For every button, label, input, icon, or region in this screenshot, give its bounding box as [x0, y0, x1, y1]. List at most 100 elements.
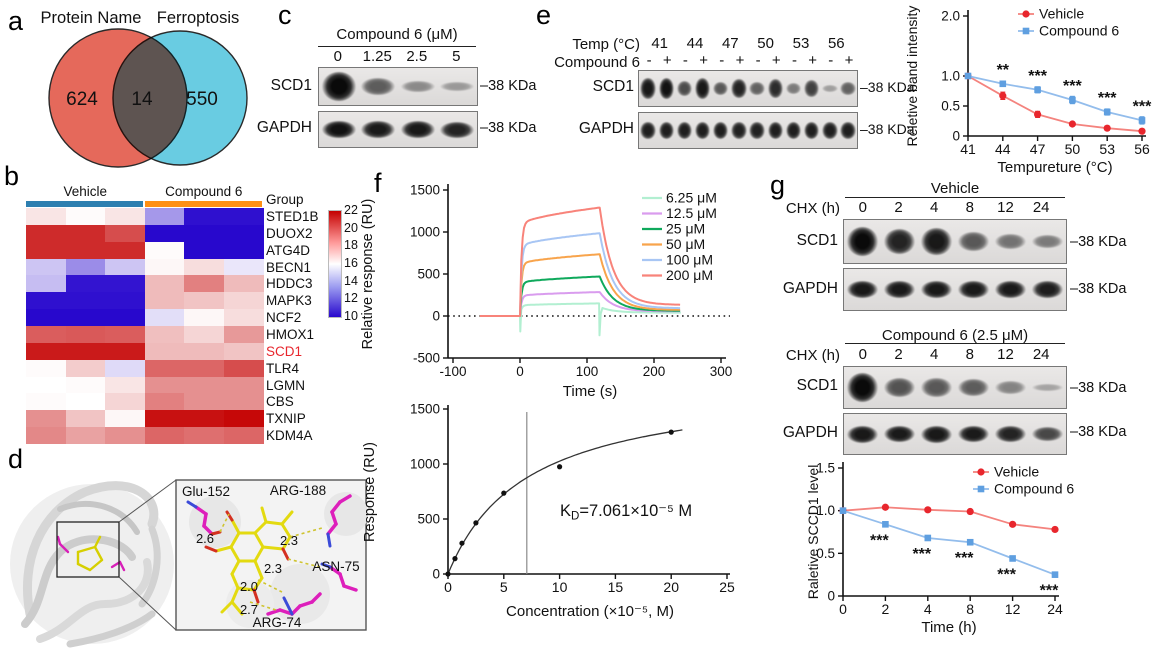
blot-g2-gapdh [843, 413, 1067, 455]
distance-label: 2.0 [240, 579, 258, 594]
heatmap-cell [184, 292, 224, 310]
heatmap-cell [184, 309, 224, 327]
heatmap-cell [223, 208, 264, 226]
lane-label: - [828, 52, 834, 69]
heatmap-cell [26, 241, 66, 260]
protein-ribbon [66, 610, 156, 648]
heatmap-cell [65, 376, 106, 394]
blot-lane [748, 113, 766, 148]
legend-label: 25 μM [666, 221, 705, 237]
lane-label: 0 [858, 346, 867, 363]
ligand-stick [260, 506, 268, 524]
blot-band [767, 121, 783, 140]
blot-lane [918, 414, 955, 454]
blot-lane [730, 71, 748, 106]
panel-label-a: a [8, 6, 24, 36]
selection-box [56, 521, 120, 578]
heatmap-cell [26, 342, 66, 361]
blot-band [803, 121, 820, 140]
significance-star: *** [912, 546, 931, 563]
y-tick-label: 0 [827, 589, 835, 604]
blot-band [994, 234, 1027, 249]
blot-band [731, 122, 747, 139]
significance-star: *** [870, 532, 889, 549]
heatmap-cell [144, 275, 185, 293]
heatmap-gene-label: STED1B [266, 209, 319, 224]
stick [118, 560, 126, 572]
blot-band [749, 122, 765, 139]
x-tick-label: 50 [1065, 141, 1081, 157]
y-tick-label: 1.5 [816, 461, 835, 476]
blot-lane [784, 71, 802, 106]
x-tick-label: 25 [719, 579, 735, 595]
data-point [999, 92, 1007, 100]
blot-band [920, 378, 953, 397]
ligand-stick [230, 559, 241, 576]
residue-stick [330, 510, 338, 526]
blot-band [785, 83, 802, 94]
blot-e-temp-row: 41 44 47 50 53 56 [642, 35, 854, 52]
blot-g1-underline [845, 182, 1065, 198]
ligand-stick [230, 572, 240, 590]
heatmap-cell [223, 224, 264, 243]
x-tick-label: 41 [960, 141, 976, 157]
blot-band [822, 85, 838, 92]
ligand-stick [252, 576, 264, 592]
heatmap-cell [105, 427, 145, 445]
blot-g1-time-row: 0 2 4 8 12 24 [845, 199, 1059, 216]
y-tick-label: 1500 [410, 402, 440, 417]
residue-stick [328, 565, 342, 576]
x-tick-label: -100 [439, 364, 466, 379]
heatmap-gene-label: LGMN [266, 377, 306, 393]
y-tick-label: 0 [432, 567, 440, 582]
blot-lane [821, 71, 839, 106]
panel-label-f: f [374, 168, 382, 198]
blot-band [676, 121, 693, 140]
heatmap-cell [184, 258, 224, 276]
heatmap-cell [184, 275, 224, 293]
heatmap-gene-label: MAPK3 [266, 293, 312, 309]
distance-label: 2.3 [264, 561, 282, 576]
heatmap-gene-label: ATG4D [266, 242, 311, 258]
heatmap-cell [26, 359, 66, 378]
heatmap-cell [144, 309, 185, 327]
protein-ribbon [21, 535, 136, 628]
heatmap-gene-label: NCF2 [266, 310, 302, 326]
heatmap-cell [144, 241, 185, 260]
blot-lane [955, 414, 992, 454]
ligand-oxygen [281, 547, 290, 561]
heatmap-cell [144, 427, 185, 445]
data-point [1068, 120, 1076, 128]
y-tick-label: 1500 [410, 183, 440, 198]
lane-label: 12 [997, 346, 1014, 363]
data-point [473, 520, 479, 526]
ligand-stick [253, 520, 268, 535]
ligand-stick [261, 545, 285, 551]
lane-label: - [719, 52, 725, 69]
blot-g1-scd1-label: SCD1 [796, 232, 838, 249]
blot-lane [694, 113, 712, 148]
blot-band [440, 121, 475, 138]
blot-e-sign-row: - + - + - + - + - + - + [640, 52, 858, 69]
blot-lane [712, 113, 730, 148]
lane-label: 24 [1032, 199, 1050, 216]
heatmap-cell [26, 326, 66, 344]
f-binding-chart: 0 500 1000 1500 0 5 10 15 20 25 KD=7.061×10⁻⁵ M Con… [362, 402, 735, 621]
y-axis-label: Raletive SCCD1 level [805, 465, 821, 600]
heatmap-cell [144, 326, 185, 344]
x-tick-label: 20 [663, 579, 679, 595]
series-line-Compound 6 [967, 75, 1143, 122]
blot-band [1031, 383, 1064, 392]
heatmap-cell [223, 292, 264, 310]
blot-lane [839, 71, 857, 106]
stick [56, 535, 62, 546]
heatmap-colorbar-tick: 10 [344, 309, 358, 323]
residue-stick [310, 592, 322, 604]
x-axis-label: Time (h) [921, 619, 976, 636]
stick [93, 545, 104, 562]
x-tick-label: 2 [882, 601, 890, 617]
e-chart: 00.51.02.041 44 47 50 53 56** ********* ***Temp… [904, 6, 1152, 177]
residue-stick [338, 572, 346, 588]
blot-lane [918, 220, 955, 263]
